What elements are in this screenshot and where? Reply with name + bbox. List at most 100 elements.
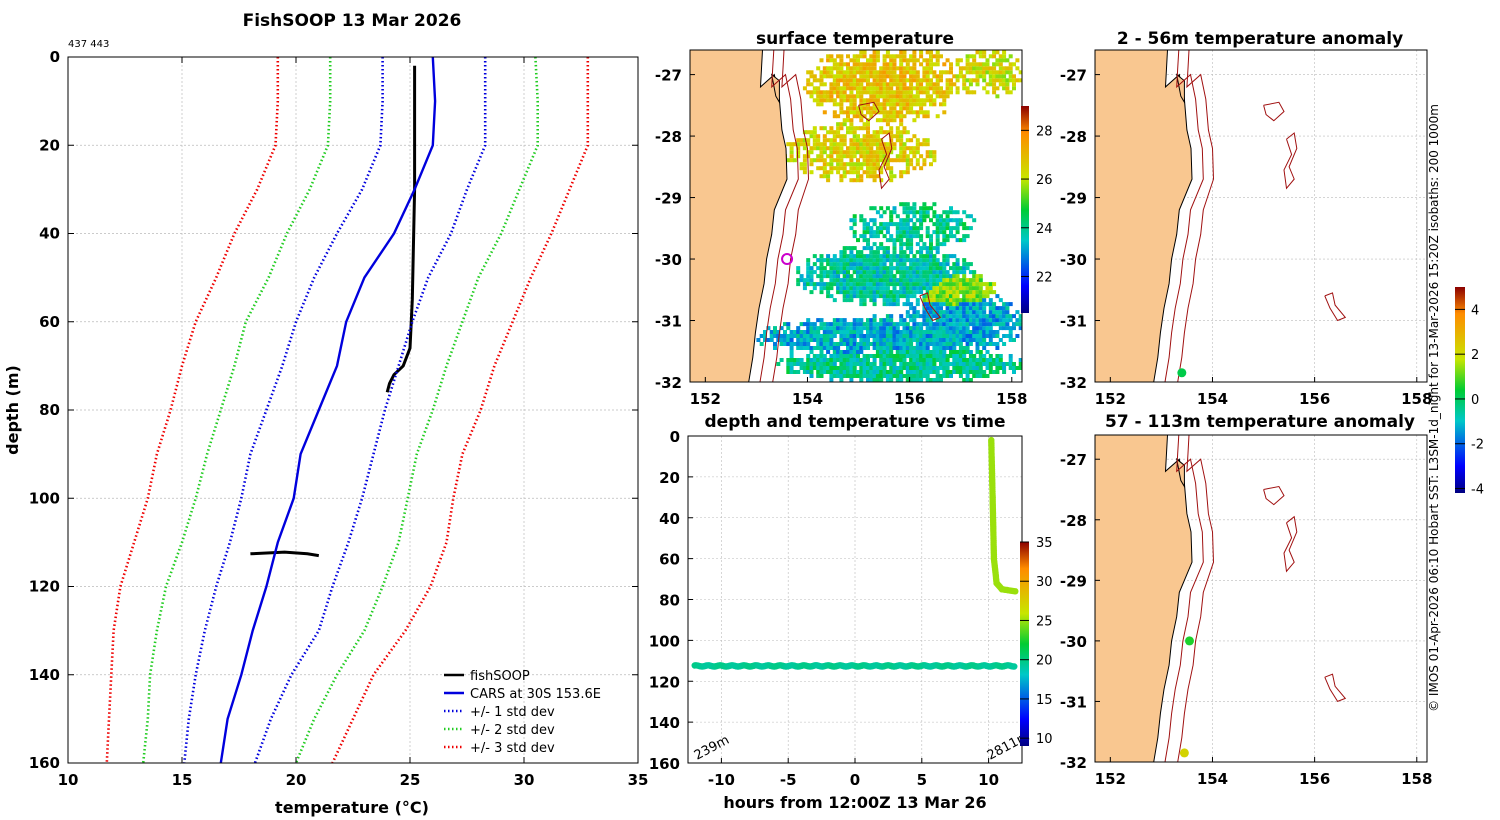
sst-pixel (935, 74, 940, 79)
sst-pixel (975, 326, 980, 331)
sst-pixel (879, 106, 884, 111)
sst-pixel (919, 250, 924, 255)
sst-pixel (789, 346, 794, 350)
sst-pixel (862, 106, 867, 111)
sst-pixel (869, 230, 874, 235)
sst-pixel (812, 326, 817, 331)
sst-pixel (832, 326, 837, 331)
sst-pixel (945, 94, 950, 99)
sst-pixel (892, 358, 897, 362)
sst-pixel (945, 290, 950, 295)
sst-pixel (882, 334, 887, 338)
sst-pixel (816, 362, 821, 366)
sst-pixel (905, 354, 910, 358)
sst-pixel (945, 318, 950, 323)
sst-pixel (816, 142, 821, 147)
sst-pixel (786, 158, 791, 163)
sst-pixel (978, 278, 983, 283)
dt-ytick-label: 140 (649, 714, 680, 732)
sst-pixel (925, 370, 930, 374)
anom-deep-xtick-label: 152 (1095, 770, 1126, 788)
sst-pixel (915, 354, 920, 358)
sst-pixel (925, 234, 930, 239)
sst-pixel (882, 274, 887, 279)
sst-pixel (939, 358, 943, 362)
sst-pixel (812, 334, 817, 338)
sst-pixel (856, 282, 860, 287)
sst-pixel (939, 374, 943, 378)
sst-pixel (882, 290, 887, 295)
sst-pixel (942, 330, 947, 334)
sst-pixel (945, 222, 950, 227)
sst-pixel (856, 346, 860, 350)
sst-pixel (836, 78, 841, 83)
anom-shallow-ytick-label: -30 (1060, 251, 1087, 269)
sst-pixel (1008, 358, 1013, 362)
sst-pixel (806, 346, 811, 350)
sst-pixel (852, 354, 857, 358)
sst-pixel (935, 246, 940, 251)
sst-pixel (872, 342, 877, 346)
sst-pixel (796, 146, 801, 151)
profile-xtick-label: 20 (286, 771, 307, 789)
sst-pixel (965, 70, 970, 75)
sst-pixel (975, 358, 980, 362)
sst-pixel (806, 82, 811, 87)
sst-pixel (905, 234, 910, 239)
sst-pixel (958, 70, 963, 75)
sst-pixel (965, 362, 970, 366)
sst-pixel (839, 350, 844, 354)
sst-pixel (949, 274, 953, 279)
sst-pixel (952, 274, 957, 279)
sst-pixel (972, 370, 977, 374)
profile-series-line (105, 57, 280, 764)
sst-pixel (922, 318, 927, 323)
sst-pixel (839, 70, 844, 75)
sst-pixel (915, 210, 920, 215)
sst-pixel (909, 58, 914, 63)
sst-pixel (869, 262, 874, 267)
sst-pixel (955, 222, 960, 227)
sst-pixel (889, 66, 894, 71)
sst-pixel (866, 294, 870, 299)
sst-pixel (875, 338, 880, 342)
sst-pixel (915, 70, 920, 75)
sst-pixel (912, 78, 917, 83)
sst-pixel (982, 358, 987, 362)
dt-colorbar-label: 35 (1036, 536, 1053, 551)
sst-pixel (919, 346, 924, 350)
sst-pixel (822, 366, 827, 370)
sst-pixel (892, 102, 897, 107)
sst-seamount-contour (919, 292, 942, 322)
sst-pixel (932, 258, 937, 263)
sst-pixel (892, 338, 897, 342)
sst-pixel (925, 98, 930, 103)
sst-pixel (849, 218, 854, 223)
sst-pixel (789, 146, 794, 151)
sst-pixel (849, 246, 854, 251)
sst-pixel (869, 286, 874, 291)
sst-pixel (968, 290, 973, 295)
sst-pixel (859, 150, 864, 155)
sst-pixel (872, 206, 877, 211)
sst-pixel (882, 222, 887, 227)
profile-ytick-label: 120 (29, 578, 60, 596)
sst-pixel (839, 150, 844, 155)
sst-pixel (849, 162, 854, 167)
sst-pixel (832, 86, 837, 91)
sst-pixel (826, 154, 831, 159)
sst-pixel (949, 346, 953, 350)
sst-pixel (839, 58, 844, 63)
sst-pixel (832, 102, 837, 107)
sst-pixel (869, 138, 874, 143)
sst-pixel (912, 230, 917, 235)
sst-pixel (839, 98, 844, 103)
sst-pixel (859, 54, 864, 59)
sst-pixel (819, 174, 824, 179)
sst-pixel (822, 174, 827, 179)
sst-pixel (995, 322, 1000, 327)
sst-pixel (925, 298, 930, 303)
sst-pixel (1005, 78, 1010, 83)
sst-pixel (935, 302, 940, 307)
sst-pixel (859, 290, 864, 295)
